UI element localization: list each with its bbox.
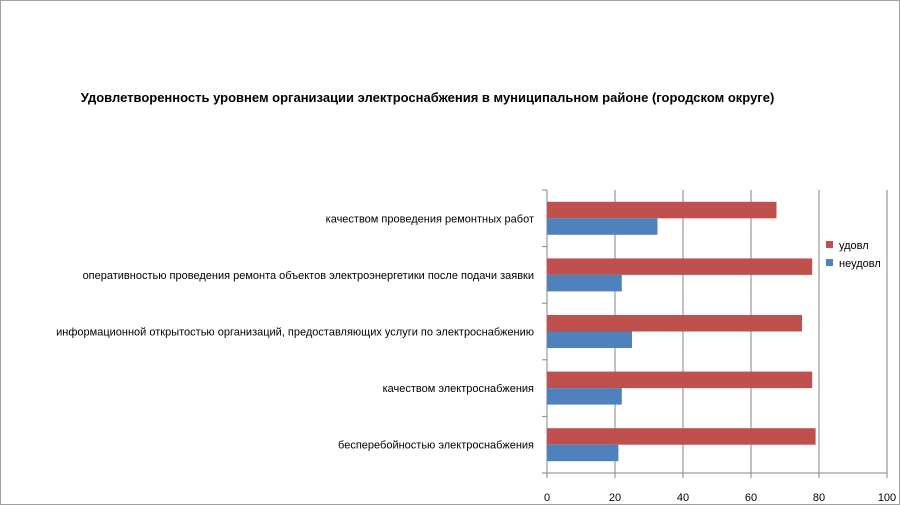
legend-swatch-неудовл — [826, 259, 833, 266]
x-tick-label: 60 — [745, 492, 757, 504]
x-tick-label: 0 — [544, 492, 550, 504]
legend-label: удовл — [839, 240, 869, 252]
bar-удовл — [547, 428, 816, 445]
x-tick-label: 80 — [813, 492, 825, 504]
x-tick-label: 20 — [609, 492, 621, 504]
bar-неудовл — [547, 388, 622, 405]
bar-удовл — [547, 201, 777, 219]
bar-неудовл — [547, 331, 632, 348]
legend-label: неудовл — [839, 258, 881, 270]
bar-неудовл — [547, 444, 619, 462]
category-label: бесперебойностью электроснабжения — [338, 440, 534, 452]
x-tick-label: 100 — [878, 492, 896, 504]
bar-удовл — [547, 315, 802, 332]
category-label: качеством электроснабжения — [383, 383, 534, 395]
x-tick-label: 40 — [677, 492, 689, 504]
bar-удовл — [547, 371, 813, 389]
legend-swatch-удовл — [826, 241, 833, 248]
chart-title: Удовлетворенность уровнем организации эл… — [80, 90, 775, 105]
bar-неудовл — [547, 274, 622, 292]
bar-неудовл — [547, 218, 658, 235]
category-label: информационной открытостью организаций, … — [56, 327, 534, 339]
category-label: качеством проведения ремонтных работ — [326, 213, 534, 225]
bar-удовл — [547, 258, 813, 275]
category-label: оперативностью проведения ремонта объект… — [83, 270, 534, 282]
